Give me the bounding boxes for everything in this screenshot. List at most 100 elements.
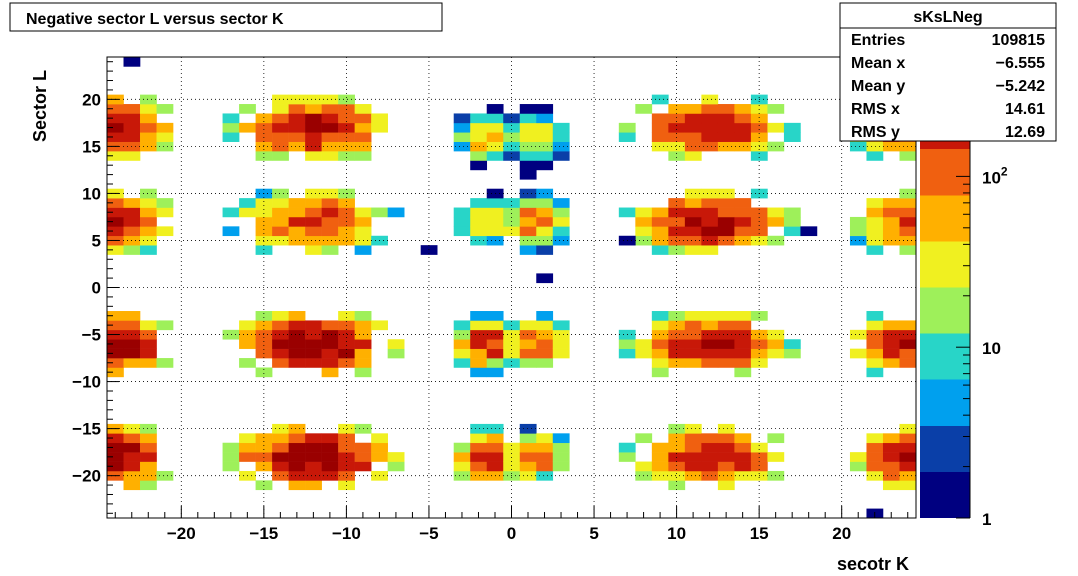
heatmap-bin — [123, 442, 141, 453]
heatmap-bin — [717, 320, 735, 331]
y-tick-label: −20 — [72, 467, 101, 486]
heatmap-bin — [701, 311, 719, 321]
heatmap-bin — [866, 207, 884, 218]
heatmap-bin — [668, 329, 686, 340]
heatmap-bin — [222, 442, 240, 453]
heatmap-bin — [866, 358, 884, 368]
heatmap-bin — [635, 348, 653, 359]
heatmap-bin — [338, 433, 355, 444]
heatmap-bin — [899, 339, 917, 349]
heatmap-bin — [750, 122, 768, 133]
heatmap-bin — [305, 113, 322, 124]
heatmap-bin — [519, 339, 537, 349]
heatmap-bin — [222, 113, 240, 124]
heatmap-bin — [783, 207, 801, 218]
heatmap-bin — [338, 94, 355, 105]
heatmap-bin — [651, 245, 669, 255]
heatmap-bin — [701, 122, 719, 133]
heatmap-bin — [387, 452, 405, 462]
heatmap-bin — [272, 442, 289, 453]
heatmap-bin — [470, 320, 488, 331]
heatmap-bin — [255, 207, 273, 218]
heatmap-bin — [701, 358, 719, 368]
heatmap-bin — [255, 122, 273, 133]
color-scale-tick-label: 102 — [982, 164, 1008, 187]
heatmap-bin — [750, 461, 768, 472]
heatmap-bin — [750, 311, 768, 321]
heatmap-bin — [701, 433, 719, 444]
heatmap-bin — [305, 122, 322, 133]
heatmap-bin — [272, 470, 289, 481]
heatmap-bin — [272, 151, 289, 161]
heatmap-bin — [470, 141, 488, 152]
heatmap-bin — [519, 104, 537, 114]
heatmap-bin — [156, 320, 174, 331]
heatmap-bin — [321, 433, 339, 444]
heatmap-bin — [651, 358, 669, 368]
heatmap-bin — [519, 226, 537, 237]
heatmap-bin — [552, 141, 570, 152]
heatmap-bin — [321, 461, 339, 472]
heatmap-bin — [288, 122, 306, 133]
heatmap-bin — [107, 245, 124, 255]
heatmap-bin — [536, 151, 554, 161]
x-tick-label: −20 — [167, 524, 196, 543]
heatmap-bin — [552, 442, 570, 453]
heatmap-bin — [651, 94, 669, 105]
heatmap-bin — [750, 207, 768, 218]
heatmap-bin — [866, 470, 884, 481]
heatmap-bin — [140, 207, 157, 218]
heatmap-bin — [651, 329, 669, 340]
heatmap-bin — [503, 151, 521, 161]
heatmap-bin — [684, 141, 702, 152]
heatmap-bin — [321, 235, 339, 246]
heatmap-bin — [701, 104, 719, 114]
heatmap-bin — [321, 113, 339, 124]
heatmap-bin — [140, 113, 157, 124]
heatmap-bin — [866, 311, 884, 321]
heatmap-bin — [536, 311, 554, 321]
heatmap-bin — [107, 358, 124, 368]
heatmap-bin — [684, 339, 702, 349]
heatmap-bin — [651, 311, 669, 321]
heatmap-bin — [684, 461, 702, 472]
heatmap-bin — [272, 226, 289, 237]
heatmap-bin — [107, 207, 124, 218]
heatmap-bin — [899, 433, 917, 444]
heatmap-bin — [338, 151, 355, 161]
heatmap-bin — [717, 339, 735, 349]
heatmap-bin — [123, 480, 141, 491]
heatmap-bin — [140, 480, 157, 491]
heatmap-bin — [882, 320, 900, 331]
heatmap-bin — [536, 113, 554, 124]
heatmap-bin — [701, 320, 719, 331]
heatmap-bin — [338, 311, 355, 321]
heatmap-bin — [305, 141, 322, 152]
heatmap-bin — [717, 480, 735, 491]
heatmap-bin — [354, 358, 372, 368]
heatmap-bin — [420, 245, 438, 255]
heatmap-bin — [255, 198, 273, 208]
heatmap-bin — [651, 442, 669, 453]
heatmap-bin — [239, 122, 256, 133]
heatmap-bin — [470, 348, 488, 359]
heatmap-bin — [486, 226, 504, 237]
heatmap-bin — [750, 226, 768, 237]
heatmap-bin — [668, 235, 686, 246]
heatmap-bin — [470, 132, 488, 142]
heatmap-bin — [899, 151, 917, 161]
heatmap-bin — [321, 94, 339, 105]
heatmap-bin — [519, 207, 537, 218]
heatmap-bin — [717, 104, 735, 114]
heatmap-bin — [470, 470, 488, 481]
x-tick-label: 20 — [832, 524, 851, 543]
heatmap-bin — [734, 216, 752, 227]
stats-value: 14.61 — [1005, 101, 1045, 118]
heatmap-bin — [305, 207, 322, 218]
heatmap-bin — [453, 132, 471, 142]
heatmap-bin — [684, 423, 702, 434]
heatmap-bin — [783, 226, 801, 237]
heatmap-bin — [519, 235, 537, 246]
heatmap-bin — [552, 320, 570, 331]
heatmap-bin — [866, 320, 884, 331]
